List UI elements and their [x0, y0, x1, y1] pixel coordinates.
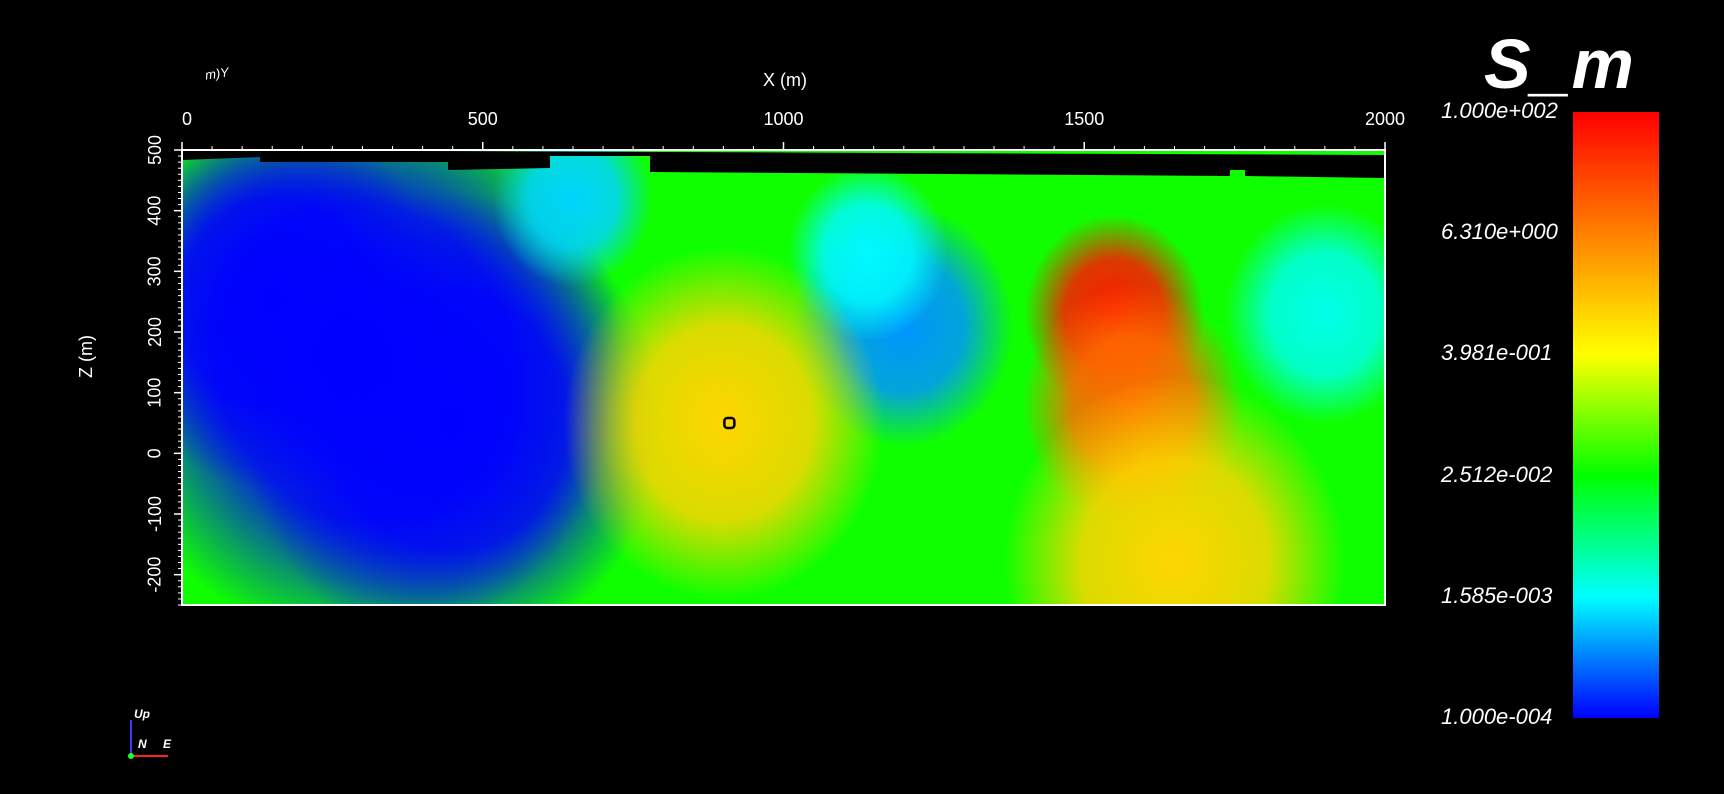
- x-tick-label-1000: 1000: [763, 109, 803, 129]
- orientation-e-label: E: [163, 737, 172, 751]
- y-axis-title: Z (m): [76, 335, 96, 378]
- x-tick-label-500: 500: [468, 109, 498, 129]
- orientation-up-label: Up: [134, 707, 150, 721]
- orientation-n-axis: [128, 753, 134, 759]
- colorbar-label: 3.981e-001: [1441, 340, 1553, 366]
- field-blob: [492, 150, 653, 287]
- y-tick-label-100: 100: [145, 378, 165, 408]
- orientation-n-label: N: [138, 737, 147, 751]
- y-tick-label-200: 200: [145, 317, 165, 347]
- field-blob: [242, 192, 663, 605]
- colorbar-label: 1.585e-003: [1441, 582, 1553, 608]
- x-axis-title: X (m): [763, 70, 807, 90]
- colorbar-label: 1.000e-004: [1441, 704, 1553, 729]
- y-tick-label-500: 500: [145, 135, 165, 165]
- colorbar-label: 2.512e-002: [1441, 461, 1553, 487]
- point-marker: [723, 416, 736, 430]
- y-tick-label--200: -200: [145, 557, 165, 593]
- y-tick-label-0: 0: [145, 448, 165, 458]
- topography-mask: [182, 150, 1385, 178]
- colorbar-label: 1.000e+002: [1441, 98, 1558, 123]
- x-tick-label-0: 0: [182, 109, 192, 129]
- y-tick-label-400: 400: [145, 196, 165, 226]
- x-tick-label-2000: 2000: [1365, 109, 1405, 129]
- field-blob: [1224, 203, 1385, 424]
- field-blob: [1004, 375, 1345, 605]
- colorbar-label: 6.310e+000: [1441, 219, 1558, 245]
- y-tick-label--100: -100: [145, 496, 165, 532]
- colorbar: [1573, 112, 1659, 718]
- x-tick-label-1500: 1500: [1064, 109, 1104, 129]
- y-tick-label-300: 300: [145, 256, 165, 286]
- colorbar-title: S_m: [1484, 25, 1635, 103]
